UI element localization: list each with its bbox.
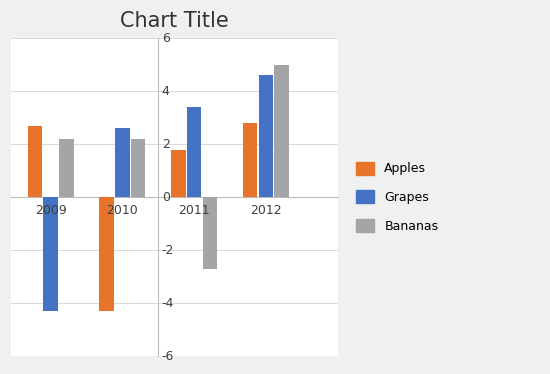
Text: 2011: 2011 [178, 204, 210, 217]
Title: Chart Title: Chart Title [120, 11, 229, 31]
Text: 2012: 2012 [250, 204, 282, 217]
Text: 6: 6 [162, 32, 170, 45]
Text: 4: 4 [162, 85, 170, 98]
Bar [43, 197, 58, 311]
Bar [131, 139, 145, 197]
Bar [28, 126, 42, 197]
Bar [59, 139, 74, 197]
Text: -4: -4 [162, 297, 174, 310]
Bar [274, 65, 289, 197]
Bar [115, 128, 130, 197]
Text: 2009: 2009 [35, 204, 67, 217]
Text: 2010: 2010 [107, 204, 138, 217]
Text: -6: -6 [162, 350, 174, 363]
Bar [258, 75, 273, 197]
Legend: Apples, Grapes, Bananas: Apples, Grapes, Bananas [350, 157, 443, 238]
Bar [100, 197, 114, 311]
Bar [171, 150, 186, 197]
Bar [187, 107, 201, 197]
Bar [203, 197, 217, 269]
Text: 2: 2 [162, 138, 170, 151]
Text: -2: -2 [162, 244, 174, 257]
Bar [243, 123, 257, 197]
Text: 0: 0 [162, 191, 170, 204]
